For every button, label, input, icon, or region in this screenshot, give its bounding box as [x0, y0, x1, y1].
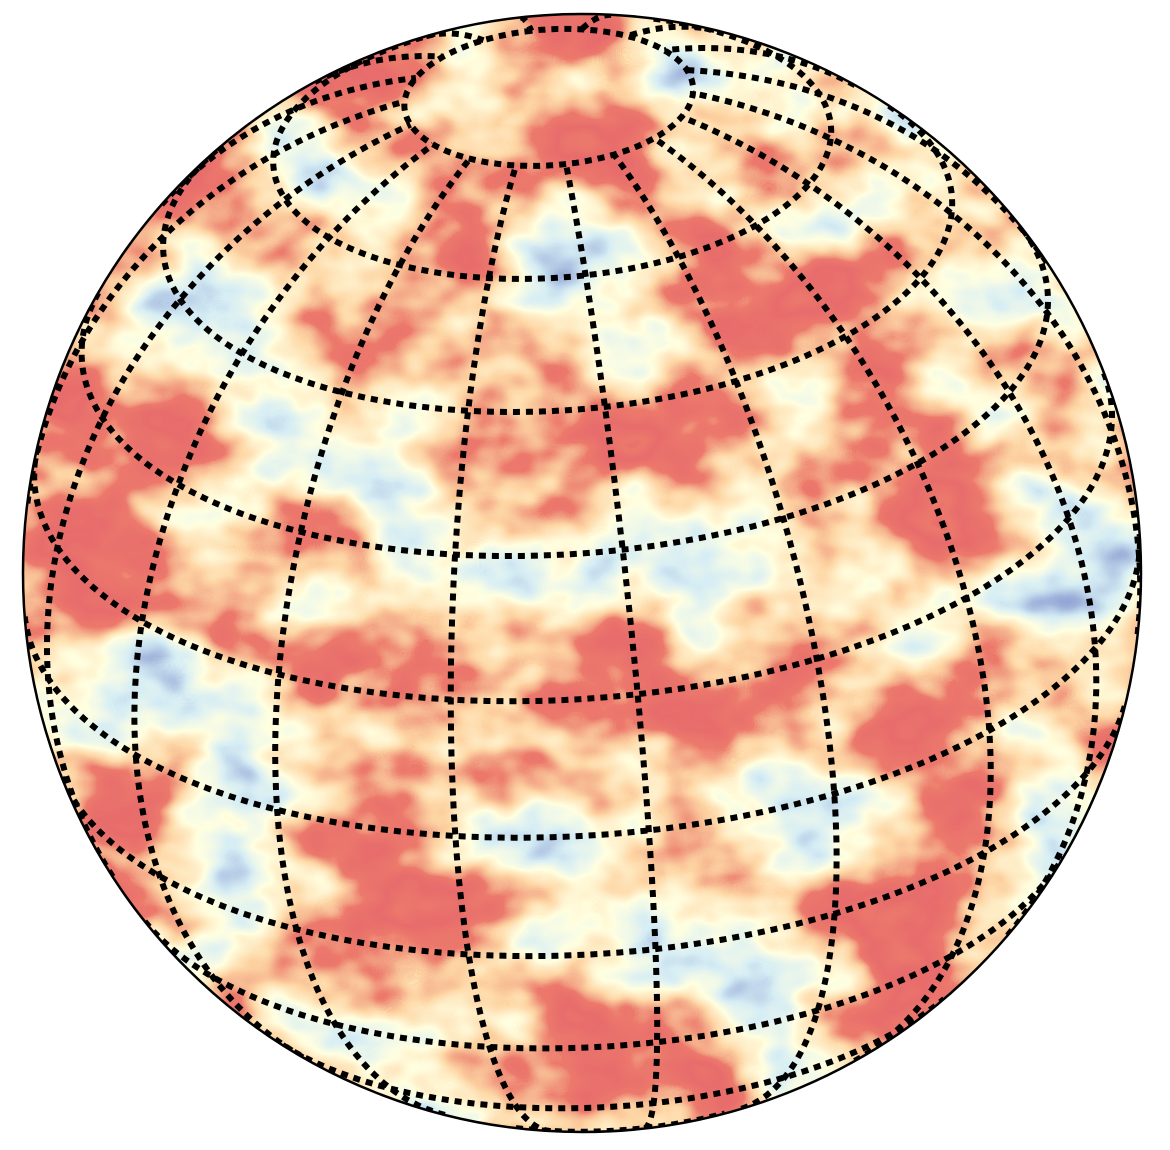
graticule-line [313, 52, 444, 85]
graticule-line [680, 114, 1100, 938]
graticule-line [611, 152, 840, 1112]
graticule-line [159, 74, 417, 207]
graticule-line [686, 67, 1050, 265]
graticule-line [23, 533, 1141, 841]
graticule-line [78, 226, 1052, 559]
graticule-line [272, 156, 473, 1118]
graticule-line [131, 142, 435, 1060]
graticule-line [401, 25, 697, 169]
graticule-line [447, 164, 551, 1132]
graticule [23, 14, 1141, 1132]
sphere-outline [21, 12, 1143, 1134]
graticule-line [24, 98, 406, 504]
graticule-line [142, 855, 1066, 1052]
graticule-line [692, 90, 1141, 635]
graticule-line [58, 701, 1129, 960]
graticule-line [563, 163, 661, 1132]
graticule-line [44, 121, 412, 879]
graticule-line [160, 100, 956, 415]
graticule-line [31, 372, 1115, 705]
graticule-line [652, 135, 994, 1064]
graticule-line [425, 30, 485, 44]
